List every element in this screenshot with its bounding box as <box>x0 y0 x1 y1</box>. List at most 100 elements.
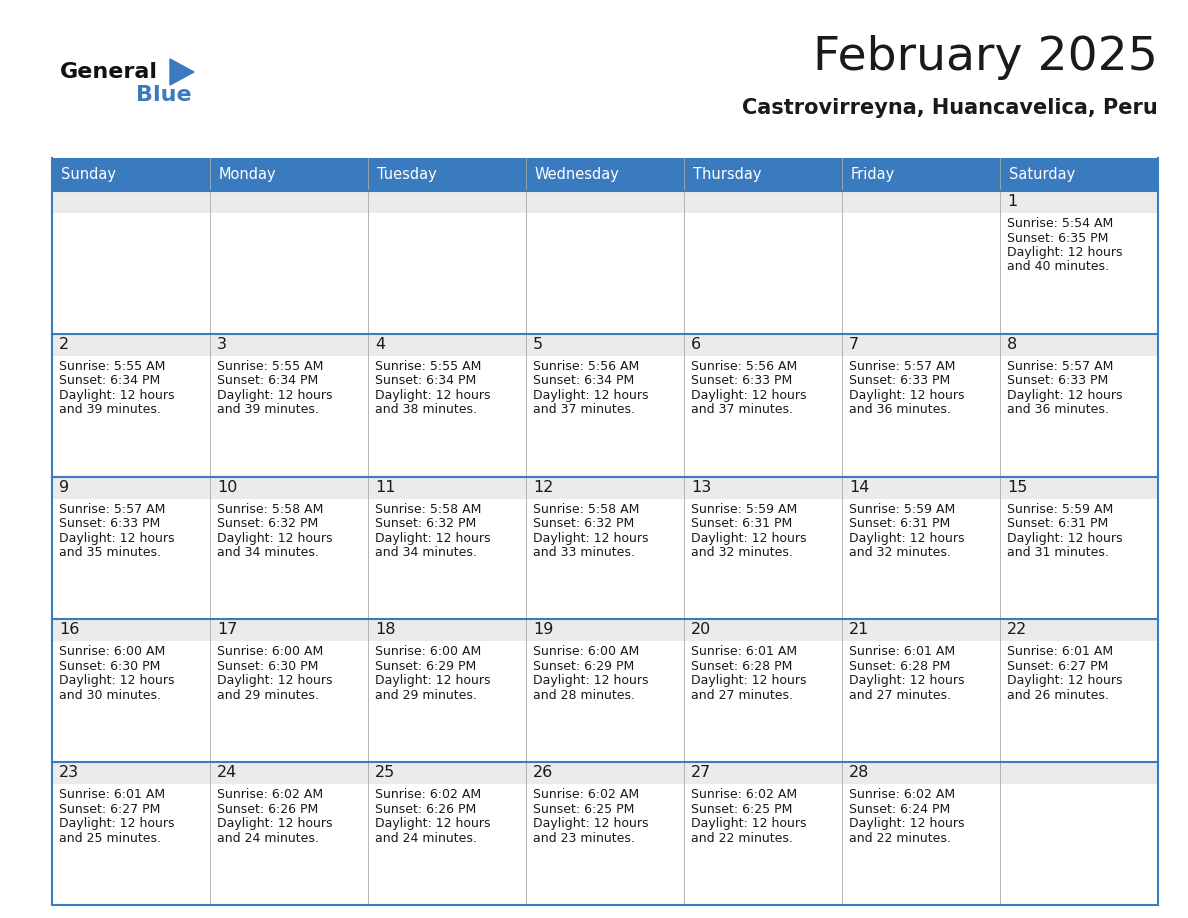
Text: and 28 minutes.: and 28 minutes. <box>533 688 636 702</box>
Text: Monday: Monday <box>219 167 277 182</box>
Bar <box>526 498 684 620</box>
Text: 9: 9 <box>59 479 69 495</box>
Text: and 37 minutes.: and 37 minutes. <box>533 403 636 416</box>
Text: Saturday: Saturday <box>1009 167 1075 182</box>
Text: Sunset: 6:32 PM: Sunset: 6:32 PM <box>533 517 634 530</box>
Text: Thursday: Thursday <box>693 167 762 182</box>
Text: Sunset: 6:27 PM: Sunset: 6:27 PM <box>1007 660 1108 673</box>
Text: Sunset: 6:26 PM: Sunset: 6:26 PM <box>217 802 318 816</box>
Bar <box>52 498 210 620</box>
Bar <box>368 213 526 334</box>
Bar <box>842 334 1000 356</box>
Bar <box>1000 158 1158 191</box>
Text: and 27 minutes.: and 27 minutes. <box>691 688 794 702</box>
Text: Sunrise: 6:00 AM: Sunrise: 6:00 AM <box>533 645 639 658</box>
Text: Sunday: Sunday <box>61 167 116 182</box>
Text: Sunset: 6:29 PM: Sunset: 6:29 PM <box>375 660 476 673</box>
Text: Sunrise: 6:00 AM: Sunrise: 6:00 AM <box>217 645 323 658</box>
Bar <box>210 158 368 191</box>
Bar <box>684 784 842 905</box>
Text: Tuesday: Tuesday <box>377 167 437 182</box>
Text: and 30 minutes.: and 30 minutes. <box>59 688 162 702</box>
Bar <box>526 334 684 356</box>
Bar <box>842 498 1000 620</box>
Text: 23: 23 <box>59 766 80 780</box>
Text: Sunset: 6:29 PM: Sunset: 6:29 PM <box>533 660 634 673</box>
Text: and 22 minutes.: and 22 minutes. <box>849 832 950 845</box>
Text: 2: 2 <box>59 337 69 352</box>
Text: Daylight: 12 hours: Daylight: 12 hours <box>691 389 807 402</box>
Text: Daylight: 12 hours: Daylight: 12 hours <box>533 389 649 402</box>
Bar <box>210 762 368 784</box>
Polygon shape <box>170 59 194 85</box>
Text: General: General <box>61 62 158 82</box>
Text: Sunset: 6:24 PM: Sunset: 6:24 PM <box>849 802 950 816</box>
Bar <box>368 620 526 642</box>
Text: Daylight: 12 hours: Daylight: 12 hours <box>849 389 965 402</box>
Text: 4: 4 <box>375 337 385 352</box>
Bar <box>842 620 1000 642</box>
Text: Sunset: 6:34 PM: Sunset: 6:34 PM <box>217 375 318 387</box>
Bar <box>526 213 684 334</box>
Text: Sunrise: 5:58 AM: Sunrise: 5:58 AM <box>533 502 639 516</box>
Text: Sunset: 6:33 PM: Sunset: 6:33 PM <box>849 375 950 387</box>
Text: Daylight: 12 hours: Daylight: 12 hours <box>1007 246 1123 259</box>
Text: Sunset: 6:25 PM: Sunset: 6:25 PM <box>691 802 792 816</box>
Bar <box>52 213 210 334</box>
Bar <box>1000 213 1158 334</box>
Bar <box>1000 498 1158 620</box>
Text: and 27 minutes.: and 27 minutes. <box>849 688 952 702</box>
Text: 17: 17 <box>217 622 238 637</box>
Text: Friday: Friday <box>851 167 896 182</box>
Bar <box>684 476 842 498</box>
Bar <box>1000 191 1158 213</box>
Text: Sunrise: 5:55 AM: Sunrise: 5:55 AM <box>375 360 481 373</box>
Text: and 39 minutes.: and 39 minutes. <box>59 403 160 416</box>
Bar <box>210 191 368 213</box>
Text: Sunset: 6:32 PM: Sunset: 6:32 PM <box>217 517 318 530</box>
Bar <box>842 642 1000 762</box>
Bar <box>526 476 684 498</box>
Text: 12: 12 <box>533 479 554 495</box>
Text: 15: 15 <box>1007 479 1028 495</box>
Text: Daylight: 12 hours: Daylight: 12 hours <box>849 675 965 688</box>
Text: Sunset: 6:26 PM: Sunset: 6:26 PM <box>375 802 476 816</box>
Text: Daylight: 12 hours: Daylight: 12 hours <box>691 675 807 688</box>
Text: 5: 5 <box>533 337 543 352</box>
Bar <box>1000 642 1158 762</box>
Bar <box>1000 476 1158 498</box>
Text: 16: 16 <box>59 622 80 637</box>
Text: Sunrise: 6:02 AM: Sunrise: 6:02 AM <box>533 789 639 801</box>
Bar <box>52 334 210 356</box>
Text: Sunrise: 5:56 AM: Sunrise: 5:56 AM <box>533 360 639 373</box>
Text: 13: 13 <box>691 479 712 495</box>
Text: 24: 24 <box>217 766 238 780</box>
Bar <box>210 356 368 476</box>
Text: and 26 minutes.: and 26 minutes. <box>1007 688 1108 702</box>
Text: Sunset: 6:33 PM: Sunset: 6:33 PM <box>691 375 792 387</box>
Text: Sunrise: 6:02 AM: Sunrise: 6:02 AM <box>375 789 481 801</box>
Text: 11: 11 <box>375 479 396 495</box>
Text: and 39 minutes.: and 39 minutes. <box>217 403 318 416</box>
Bar <box>526 191 684 213</box>
Text: 7: 7 <box>849 337 859 352</box>
Bar <box>210 213 368 334</box>
Text: Daylight: 12 hours: Daylight: 12 hours <box>849 532 965 544</box>
Text: Daylight: 12 hours: Daylight: 12 hours <box>691 532 807 544</box>
Text: Sunrise: 5:58 AM: Sunrise: 5:58 AM <box>375 502 481 516</box>
Bar <box>368 356 526 476</box>
Text: Daylight: 12 hours: Daylight: 12 hours <box>217 389 333 402</box>
Bar <box>684 498 842 620</box>
Text: Daylight: 12 hours: Daylight: 12 hours <box>1007 675 1123 688</box>
Bar <box>684 334 842 356</box>
Text: Daylight: 12 hours: Daylight: 12 hours <box>533 532 649 544</box>
Text: Blue: Blue <box>135 85 191 105</box>
Bar <box>526 642 684 762</box>
Text: Sunrise: 6:00 AM: Sunrise: 6:00 AM <box>59 645 165 658</box>
Bar <box>684 191 842 213</box>
Text: Sunrise: 5:57 AM: Sunrise: 5:57 AM <box>1007 360 1113 373</box>
Text: Sunset: 6:28 PM: Sunset: 6:28 PM <box>691 660 792 673</box>
Bar <box>368 158 526 191</box>
Text: and 35 minutes.: and 35 minutes. <box>59 546 162 559</box>
Text: 8: 8 <box>1007 337 1017 352</box>
